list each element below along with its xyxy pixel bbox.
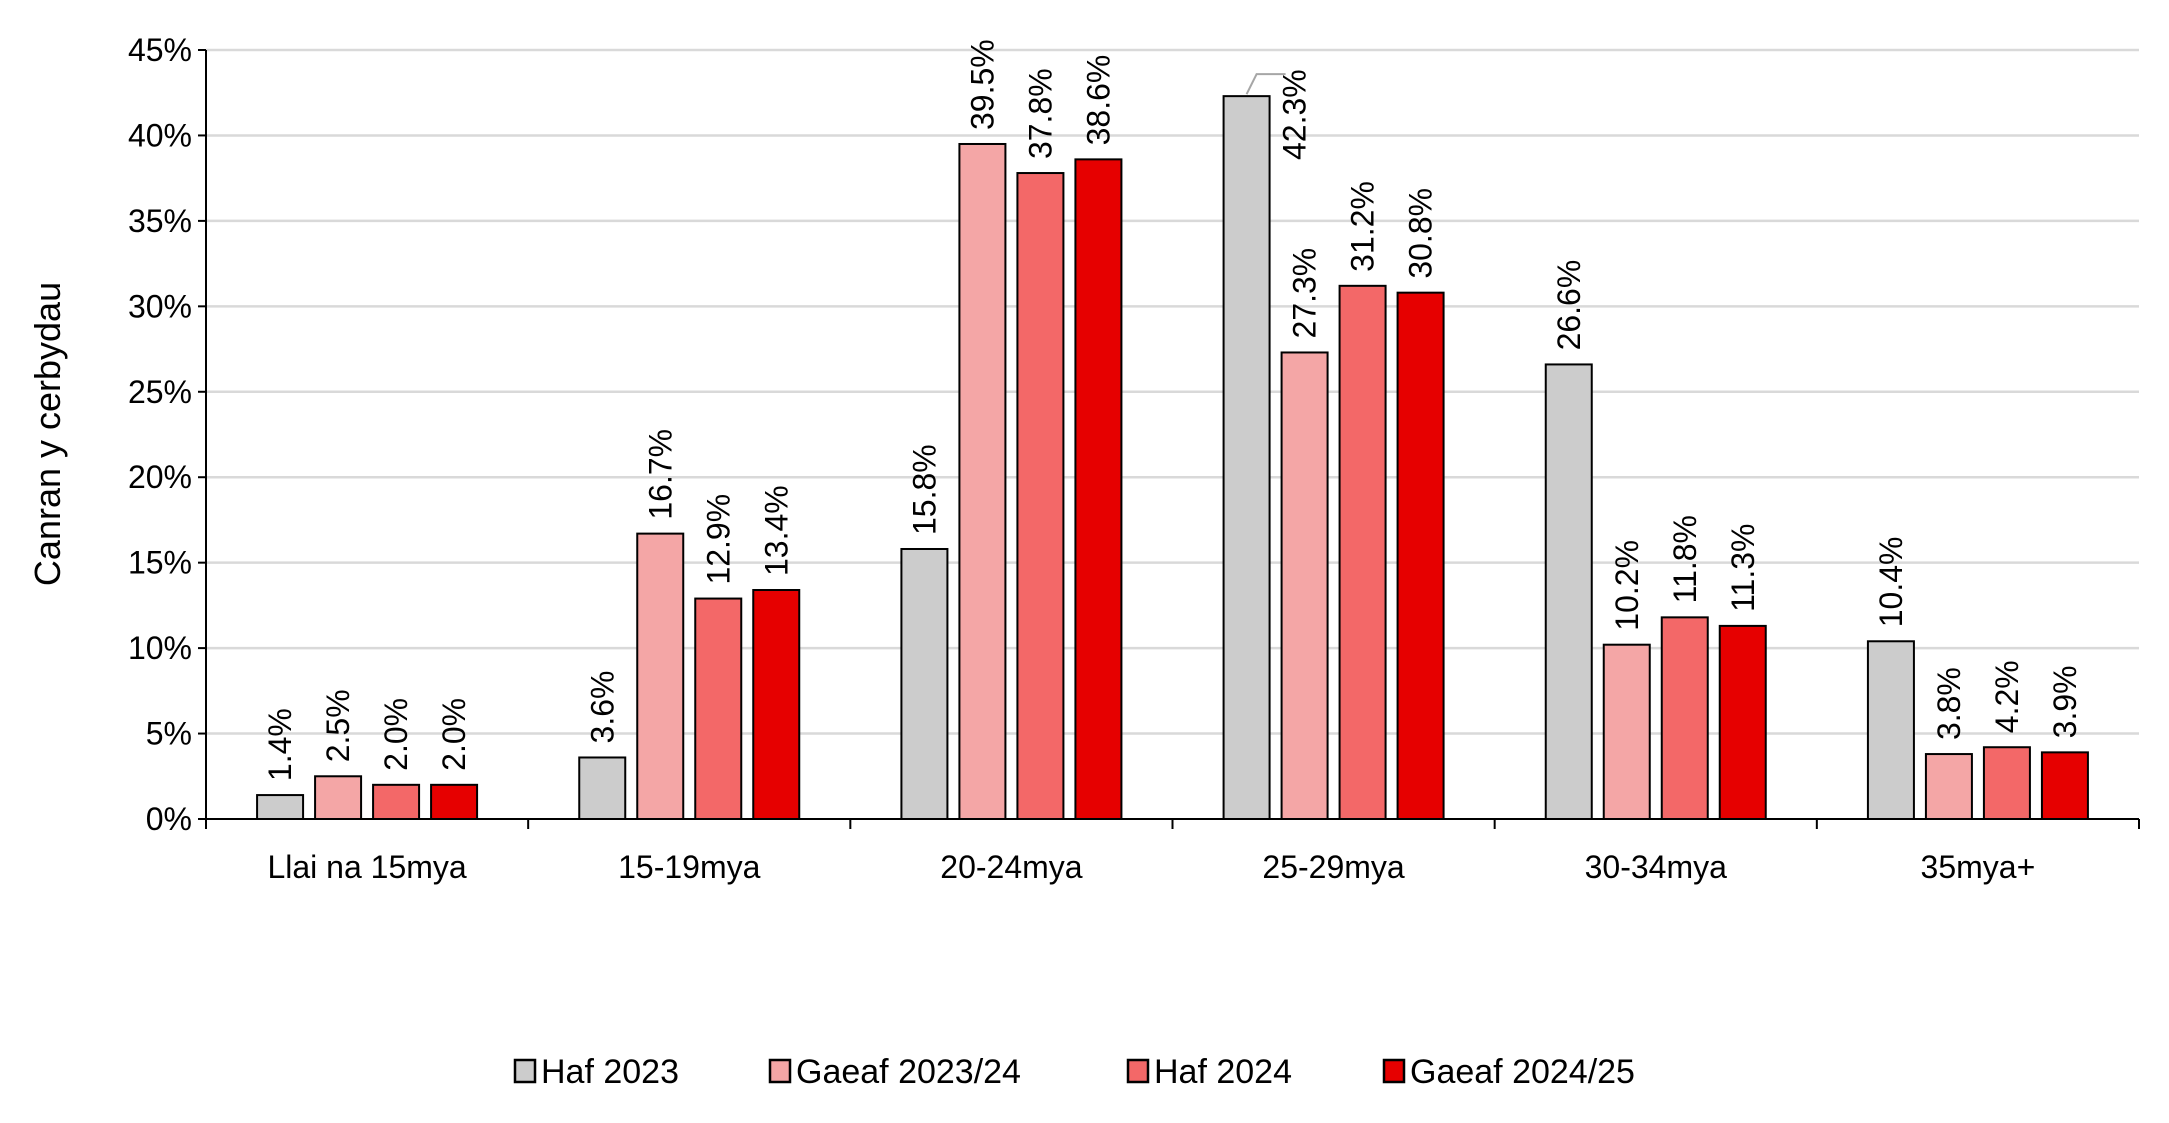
data-label: 11.3% (1725, 524, 1761, 612)
data-label: 13.4% (758, 485, 794, 576)
bar (752, 589, 801, 821)
bar (1718, 624, 1767, 821)
gridlines (206, 48, 2139, 735)
data-label: 3.6% (584, 671, 620, 744)
bar (694, 597, 743, 821)
legend: Haf 2023 Gaeaf 2023/24 Haf 2024 Gaeaf 2024/… (513, 1053, 1635, 1091)
bar (1924, 753, 1973, 820)
x-tick-label: 15-19mya (618, 849, 761, 885)
bar (2040, 751, 2089, 820)
data-label: 38.6% (1080, 55, 1116, 146)
data-label: 27.3% (1287, 248, 1323, 339)
y-axis-label: Canran y cerbydau (27, 282, 68, 586)
data-label: 16.7% (642, 429, 678, 520)
data-label: 30.8% (1403, 188, 1439, 279)
bars (256, 95, 2089, 821)
data-label: 31.2% (1345, 181, 1381, 272)
legend-swatch (1126, 1058, 1150, 1084)
legend-label: Gaeaf 2023/24 (796, 1053, 1021, 1091)
data-label: 1.4% (262, 708, 298, 781)
y-tick-label: 5% (146, 716, 192, 752)
data-label: 2.0% (436, 698, 472, 771)
axes: 0% 5% 10% 15% 20% 25% 30% 35% 40% 45% Llai na 15my… (128, 32, 2140, 885)
data-label: 4.2% (1989, 660, 2025, 733)
bar (314, 775, 363, 820)
y-tick-label: 40% (128, 117, 192, 153)
bar (1866, 640, 1915, 821)
bar (578, 756, 627, 820)
data-label: 37.8% (1022, 68, 1058, 159)
x-tick-label: 20-24mya (940, 849, 1083, 885)
legend-label: Haf 2024 (1154, 1053, 1292, 1091)
bar (958, 142, 1007, 820)
data-label: 12.9% (700, 494, 736, 585)
bar (430, 783, 479, 820)
data-labels: 1.4% 2.5% 2.0% 2.0% 3.6% 16.7% 12.9% 13.4% 15.8%… (262, 39, 2083, 781)
y-tick-label: 20% (128, 459, 192, 495)
y-tick-label: 30% (128, 288, 192, 324)
data-label: 10.4% (1873, 537, 1909, 628)
x-tick-label: 25-29mya (1262, 849, 1405, 885)
bar (1074, 158, 1123, 820)
y-tick-label: 25% (128, 374, 192, 410)
bar (1396, 291, 1445, 820)
leader-line (1245, 73, 1286, 95)
legend-swatch (513, 1058, 537, 1084)
data-label: 42.3% (1277, 69, 1313, 160)
data-label: 2.0% (378, 698, 414, 771)
data-label: 11.8% (1667, 515, 1703, 603)
data-label: 15.8% (906, 444, 942, 535)
data-label: 39.5% (964, 39, 1000, 130)
bar (1016, 172, 1065, 821)
bar (372, 783, 421, 820)
legend-swatch (768, 1058, 792, 1084)
legend-label: Haf 2023 (541, 1053, 679, 1091)
x-tick-label: 35mya+ (1921, 849, 2036, 885)
data-label: 26.6% (1551, 260, 1587, 351)
x-tick-label: 30-34mya (1585, 849, 1728, 885)
bar (1660, 616, 1709, 821)
y-tick-label: 0% (146, 801, 192, 837)
bar (256, 794, 305, 821)
bar (1338, 284, 1387, 820)
bar (1222, 95, 1271, 820)
legend-label: Gaeaf 2024/25 (1410, 1053, 1635, 1091)
data-label: 2.5% (320, 689, 356, 762)
y-tick-label: 35% (128, 203, 192, 239)
bar (1602, 643, 1651, 821)
bar (1280, 351, 1329, 820)
data-label: 10.2% (1609, 540, 1645, 631)
y-tick-label: 10% (128, 630, 192, 666)
bar (1544, 363, 1593, 820)
data-label: 3.9% (2047, 665, 2083, 738)
legend-swatch (1382, 1058, 1406, 1084)
y-tick-label: 15% (128, 545, 192, 581)
y-tick-label: 45% (128, 32, 192, 68)
data-label: 3.8% (1931, 667, 1967, 740)
bar (636, 532, 685, 820)
x-tick-label: Llai na 15mya (267, 849, 466, 885)
bar (1982, 746, 2031, 821)
bar (900, 547, 949, 820)
